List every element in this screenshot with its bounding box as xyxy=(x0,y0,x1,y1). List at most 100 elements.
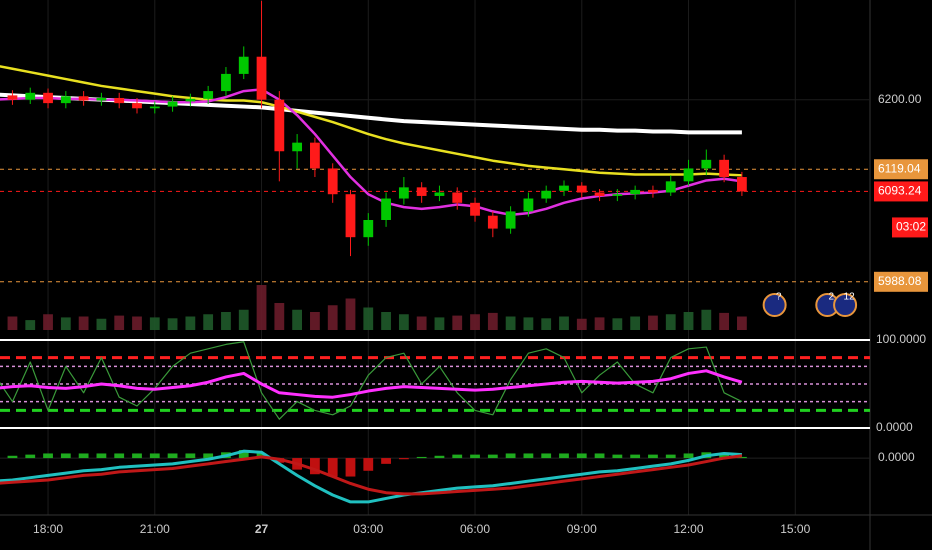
countdown: 03:02 xyxy=(896,220,926,234)
histogram-bar xyxy=(327,458,338,477)
histogram-bar xyxy=(416,456,427,459)
y-tick-label: 100.0000 xyxy=(876,332,926,346)
volume-bar xyxy=(434,317,445,330)
histogram-bar xyxy=(167,453,178,459)
volume-bar xyxy=(470,314,480,330)
histogram-bar xyxy=(185,453,196,459)
volume-bar xyxy=(149,317,160,330)
event-label: 2 xyxy=(829,292,835,303)
candle-body xyxy=(292,142,303,152)
x-tick-label: 15:00 xyxy=(780,522,810,536)
candle-body xyxy=(505,211,516,229)
volume-bar xyxy=(559,316,569,330)
histogram-bar xyxy=(434,455,445,459)
histogram-bar xyxy=(43,453,53,459)
moving-average xyxy=(0,88,743,217)
y-tick-label: 0.0000 xyxy=(878,450,915,464)
macd-line xyxy=(0,449,742,504)
volume-bar xyxy=(25,320,36,330)
x-tick-label: 03:00 xyxy=(353,522,383,536)
candle-body xyxy=(167,101,178,107)
volume-bar xyxy=(292,309,303,330)
candle-body xyxy=(523,198,534,212)
price-label-box xyxy=(874,181,928,202)
volume-bar xyxy=(665,314,676,330)
candle-body xyxy=(60,96,71,104)
candle-body xyxy=(416,187,427,196)
histogram-bar xyxy=(576,453,587,459)
histogram-bar xyxy=(310,458,320,475)
event-marker xyxy=(762,293,787,317)
candle-body xyxy=(256,56,267,100)
volume-bar xyxy=(221,312,231,330)
candle-body xyxy=(221,73,231,92)
x-tick-label: 12:00 xyxy=(674,522,704,536)
y-tick-label: 0.0000 xyxy=(876,420,913,434)
candle-body xyxy=(576,185,587,193)
volume-bar xyxy=(381,312,391,330)
volume-bar xyxy=(630,316,641,330)
x-tick-label: 18:00 xyxy=(33,522,63,536)
countdown-box xyxy=(892,217,928,238)
candle-body xyxy=(25,92,36,100)
candle-body xyxy=(274,99,285,152)
histogram-bar xyxy=(78,453,89,459)
volume-bar xyxy=(576,318,587,330)
volume-bar xyxy=(505,316,516,330)
oscillator-line xyxy=(0,341,743,420)
candle-body xyxy=(363,220,374,238)
volume-bar xyxy=(523,317,534,330)
volume-bar xyxy=(274,303,285,330)
candle-body xyxy=(381,198,391,220)
histogram-bar xyxy=(594,453,605,459)
candle-body xyxy=(78,96,89,101)
volume-bar xyxy=(60,317,71,330)
volume-bar xyxy=(185,316,196,330)
candle-body xyxy=(310,142,320,169)
histogram-bar xyxy=(470,454,480,459)
histogram-bar xyxy=(398,458,409,460)
histogram-bar xyxy=(381,458,391,464)
candle-body xyxy=(114,97,125,104)
volume-bar xyxy=(327,305,338,330)
histogram-bar xyxy=(541,453,552,459)
histogram-bar xyxy=(345,458,356,477)
price-label-box xyxy=(874,271,928,292)
candle-body xyxy=(594,192,605,196)
x-tick-label: 09:00 xyxy=(567,522,597,536)
histogram-bar xyxy=(60,453,71,459)
price-label: 6119.04 xyxy=(878,161,921,175)
x-tick-label: 06:00 xyxy=(460,522,490,536)
candle-body xyxy=(719,159,730,178)
volume-bar xyxy=(363,307,374,330)
candle-body xyxy=(132,103,142,109)
volume-bar xyxy=(541,318,552,330)
volume-bar xyxy=(345,298,356,330)
candle-body xyxy=(398,187,409,199)
histogram-bar xyxy=(523,453,534,459)
volume-bar xyxy=(648,315,658,330)
histogram-bar xyxy=(737,456,747,459)
histogram-bar xyxy=(505,453,516,459)
volume-bar xyxy=(203,314,214,330)
candle-body xyxy=(559,185,569,191)
candle-body xyxy=(683,168,694,182)
price-label: 6093.24 xyxy=(878,184,922,198)
candle-body xyxy=(737,177,747,192)
candle-body xyxy=(612,194,623,196)
volume-bar xyxy=(238,309,249,330)
price-label-box xyxy=(874,159,928,180)
histogram-bar xyxy=(559,453,569,459)
oscillator-line xyxy=(0,369,743,399)
histogram-bar xyxy=(363,458,374,471)
candle-body xyxy=(96,97,107,101)
histogram-bar xyxy=(612,454,623,459)
candle-body xyxy=(648,189,658,193)
histogram-bar xyxy=(132,453,142,459)
candle-body xyxy=(452,192,463,203)
volume-bar xyxy=(132,316,142,330)
volume-bar xyxy=(683,312,694,330)
histogram-bar xyxy=(96,453,107,459)
event-label: 12 xyxy=(844,292,856,303)
volume-bar xyxy=(114,315,125,330)
